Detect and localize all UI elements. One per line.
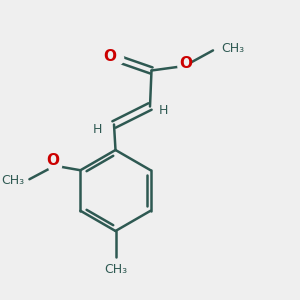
Text: CH₃: CH₃ bbox=[1, 174, 24, 187]
Text: CH₃: CH₃ bbox=[104, 263, 127, 276]
Text: H: H bbox=[159, 104, 168, 118]
Text: CH₃: CH₃ bbox=[221, 42, 244, 56]
Text: O: O bbox=[179, 56, 193, 70]
Text: H: H bbox=[93, 122, 102, 136]
Text: O: O bbox=[46, 153, 59, 168]
Text: O: O bbox=[103, 50, 116, 64]
Circle shape bbox=[110, 52, 124, 65]
Circle shape bbox=[178, 59, 191, 73]
Circle shape bbox=[48, 159, 62, 172]
